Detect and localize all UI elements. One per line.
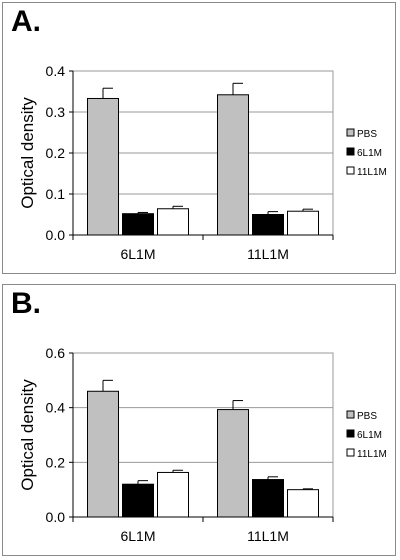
legend-swatch <box>346 147 355 156</box>
chart-panel-a: A. 0.0 0.1 0.2 0.3 0.4 6L1M 11L1M Optical densi… <box>2 2 396 274</box>
x-tick-label: 6L1M <box>120 528 155 544</box>
panel-label: A. <box>11 5 41 38</box>
legend-label: 6L1M <box>357 148 382 159</box>
y-tick-label: 0.4 <box>46 63 66 79</box>
legend-swatch <box>346 429 355 438</box>
x-tick-label: 11L1M <box>247 528 289 544</box>
y-axis-label: Optical density <box>18 379 37 491</box>
legend-swatch <box>346 166 355 175</box>
y-tick-label: 0.1 <box>46 186 66 202</box>
y-tick-label: 0.2 <box>46 145 66 161</box>
y-tick-label: 0.0 <box>46 227 66 243</box>
bar <box>287 489 319 518</box>
bar <box>217 409 249 518</box>
legend-label: 6L1M <box>357 430 382 441</box>
y-tick-label: 0.0 <box>46 509 66 525</box>
legend-label: PBS <box>357 129 377 140</box>
panel-label: B. <box>11 287 41 320</box>
legend-swatch <box>346 128 355 137</box>
bar <box>122 213 154 236</box>
chart-panel-b: B. 0.0 0.2 0.4 0.6 6L1M 11L1M Optical density P… <box>2 284 396 556</box>
legend-label: 11L1M <box>357 167 387 178</box>
bar <box>87 390 119 518</box>
y-tick-label: 0.3 <box>46 104 66 120</box>
bar <box>217 94 249 236</box>
x-tick-label: 11L1M <box>247 246 289 262</box>
chart-b: 0.0 0.2 0.4 0.6 6L1M 11L1M Optical density PBS 6… <box>18 345 387 544</box>
legend-label: 11L1M <box>357 449 387 460</box>
bar <box>252 214 284 236</box>
y-tick-label: 0.2 <box>46 454 66 470</box>
x-tick-label: 6L1M <box>120 246 155 262</box>
bar <box>157 471 189 518</box>
bar <box>252 479 284 518</box>
bar <box>287 210 319 236</box>
legend-swatch <box>346 410 355 419</box>
bar <box>122 483 154 518</box>
bar <box>87 97 119 236</box>
bar <box>157 208 189 236</box>
y-tick-label: 0.4 <box>46 400 66 416</box>
y-tick-label: 0.6 <box>46 345 66 361</box>
y-axis-label: Optical density <box>18 97 37 209</box>
legend-swatch <box>346 448 355 457</box>
legend-label: PBS <box>357 411 377 422</box>
chart-a: 0.0 0.1 0.2 0.3 0.4 6L1M 11L1M Optical density P… <box>18 63 387 262</box>
